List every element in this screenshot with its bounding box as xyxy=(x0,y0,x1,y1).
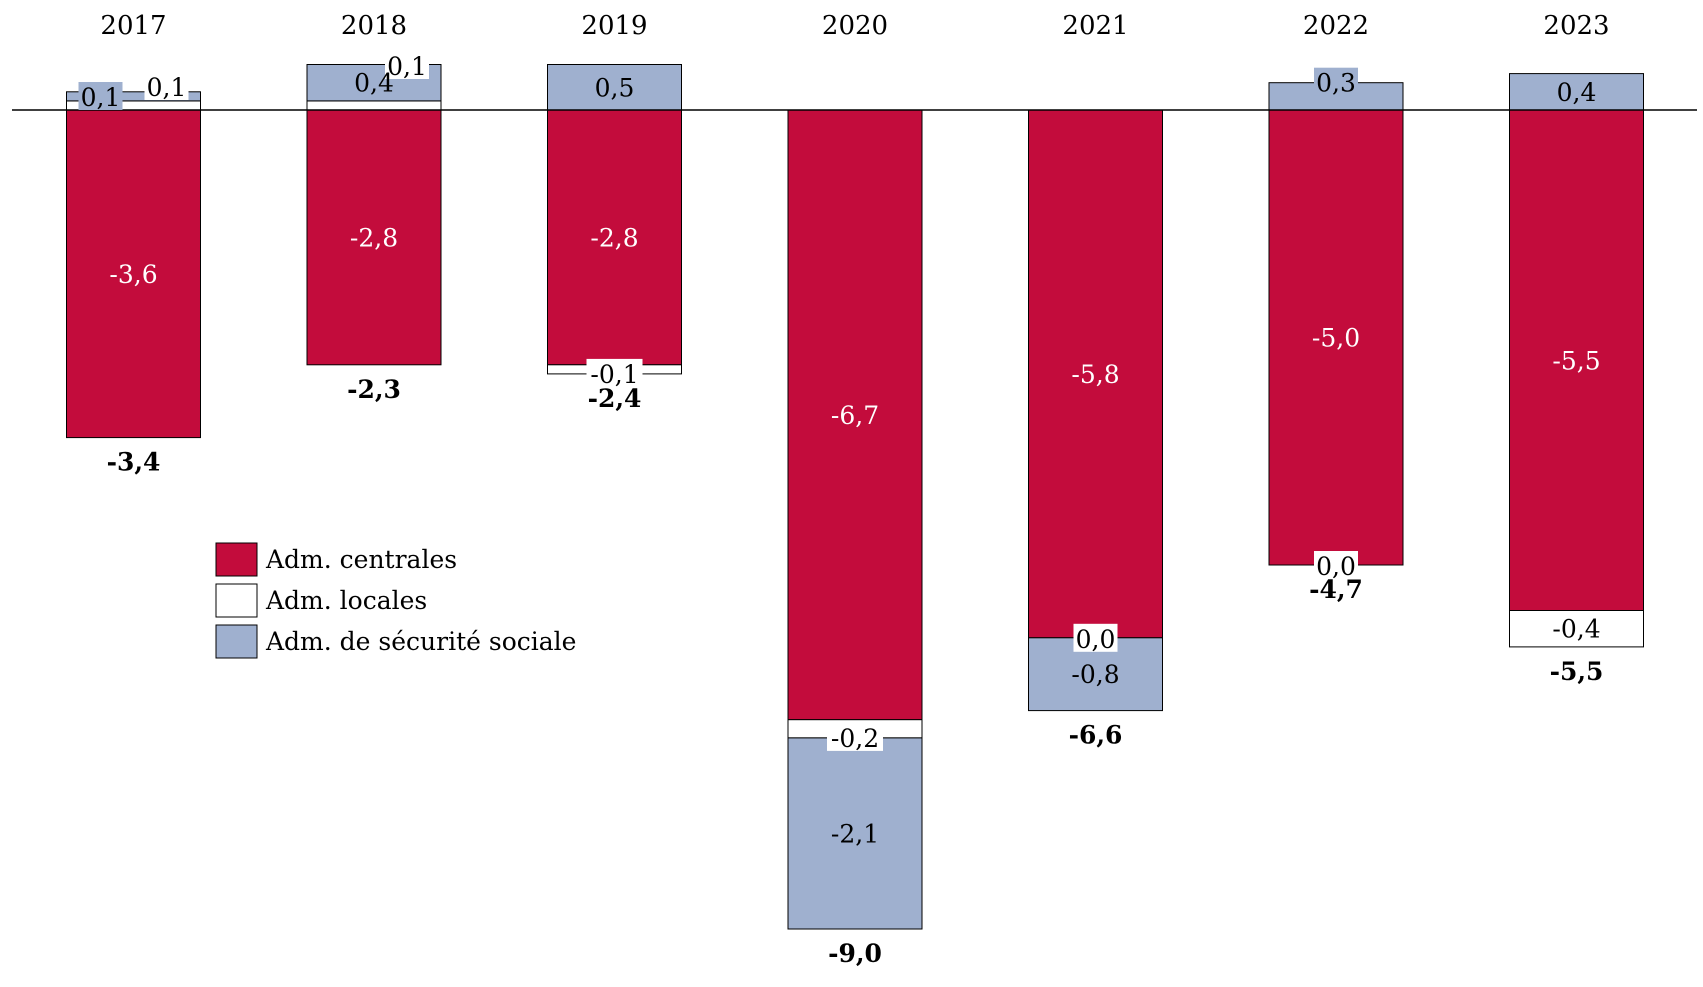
total-label-2017: -3,4 xyxy=(107,448,161,477)
bar-adm-de-securite-sociale-2017 xyxy=(66,91,201,102)
legend-swatch-adm-de-securite-sociale xyxy=(215,624,258,659)
value-label-adm-locales-2022: 0,0 xyxy=(1316,552,1356,581)
value-label-adm-de-securite-sociale-2020: -2,1 xyxy=(831,819,879,848)
value-label-adm-centrales-2019: -2,8 xyxy=(590,223,638,252)
year-label-2020: 2020 xyxy=(822,11,888,41)
bar-adm-centrales-2022 xyxy=(1268,109,1404,566)
bar-adm-centrales-2021 xyxy=(1028,109,1163,639)
label-box-adm-locales-2019 xyxy=(586,358,643,387)
label-box-adm-locales-2017 xyxy=(144,72,189,100)
value-label-adm-centrales-2018: -2,8 xyxy=(350,223,398,252)
year-label-2018: 2018 xyxy=(341,11,407,41)
total-label-2019: -2,4 xyxy=(588,384,642,413)
bar-adm-de-securite-sociale-2019 xyxy=(547,64,682,111)
value-label-adm-locales-2023: -0,4 xyxy=(1552,615,1600,644)
value-label-adm-de-securite-sociale-2023: 0,4 xyxy=(1557,78,1597,107)
value-label-adm-de-securite-sociale-2022: 0,3 xyxy=(1316,69,1356,98)
label-box-adm-locales-2020 xyxy=(827,722,883,751)
bar-adm-centrales-2023 xyxy=(1509,109,1644,611)
bar-adm-centrales-2017 xyxy=(66,109,201,439)
value-label-adm-de-securite-sociale-2018: 0,4 xyxy=(354,69,394,98)
bar-adm-locales-2023 xyxy=(1509,610,1644,648)
value-label-adm-centrales-2017: -3,6 xyxy=(109,260,157,289)
legend-label-adm-de-securite-sociale: Adm. de sécurité sociale xyxy=(265,627,576,656)
label-box-adm-locales-2022 xyxy=(1314,551,1358,579)
legend-label-adm-locales: Adm. locales xyxy=(265,586,427,615)
value-label-adm-centrales-2022: -5,0 xyxy=(1312,324,1360,353)
bar-adm-locales-2018 xyxy=(306,100,442,111)
value-label-adm-locales-2021: 0,0 xyxy=(1076,625,1116,654)
value-label-adm-centrales-2021: -5,8 xyxy=(1071,360,1119,389)
year-label-2022: 2022 xyxy=(1303,11,1369,41)
label-box-adm-locales-2021 xyxy=(1073,623,1118,652)
label-box-adm-locales-2018 xyxy=(385,51,429,79)
value-label-adm-locales-2018: 0,1 xyxy=(387,52,427,81)
bar-adm-de-securite-sociale-2023 xyxy=(1509,73,1644,111)
year-label-2023: 2023 xyxy=(1543,11,1609,41)
year-label-2017: 2017 xyxy=(100,11,166,41)
value-label-adm-de-securite-sociale-2019: 0,5 xyxy=(595,73,635,102)
total-label-2022: -4,7 xyxy=(1309,575,1363,604)
value-label-adm-locales-2019: -0,1 xyxy=(590,360,638,389)
value-label-adm-locales-2020: -0,2 xyxy=(831,724,879,753)
value-label-adm-de-securite-sociale-2021: -0,8 xyxy=(1071,660,1119,689)
bar-adm-centrales-2019 xyxy=(547,109,682,366)
legend-label-adm-centrales: Adm. centrales xyxy=(265,545,457,574)
year-label-2019: 2019 xyxy=(581,11,647,41)
bars-layer xyxy=(66,64,1644,930)
bar-adm-centrales-2018 xyxy=(306,109,442,366)
value-label-adm-centrales-2023: -5,5 xyxy=(1552,346,1600,375)
value-label-adm-de-securite-sociale-2017: 0,1 xyxy=(81,83,121,112)
label-box-adm-de-securite-sociale-2022 xyxy=(1314,67,1358,96)
label-box-adm-de-securite-sociale-2017 xyxy=(78,82,123,110)
total-label-2018: -2,3 xyxy=(347,375,401,404)
legend-swatch-adm-centrales xyxy=(215,542,258,577)
total-label-2023: -5,5 xyxy=(1550,657,1604,686)
value-label-adm-centrales-2020: -6,7 xyxy=(831,401,879,430)
labels-layer: 2017-3,60,10,1-3,42018-2,80,10,4-2,32019… xyxy=(78,11,1610,968)
year-label-2021: 2021 xyxy=(1062,11,1128,41)
total-label-2020: -9,0 xyxy=(828,939,882,968)
value-label-adm-locales-2017: 0,1 xyxy=(147,73,187,102)
total-label-2021: -6,6 xyxy=(1069,721,1123,750)
legend-swatch-adm-locales xyxy=(215,583,258,618)
legend: Adm. centrales Adm. locales Adm. de sécuri… xyxy=(215,542,576,659)
